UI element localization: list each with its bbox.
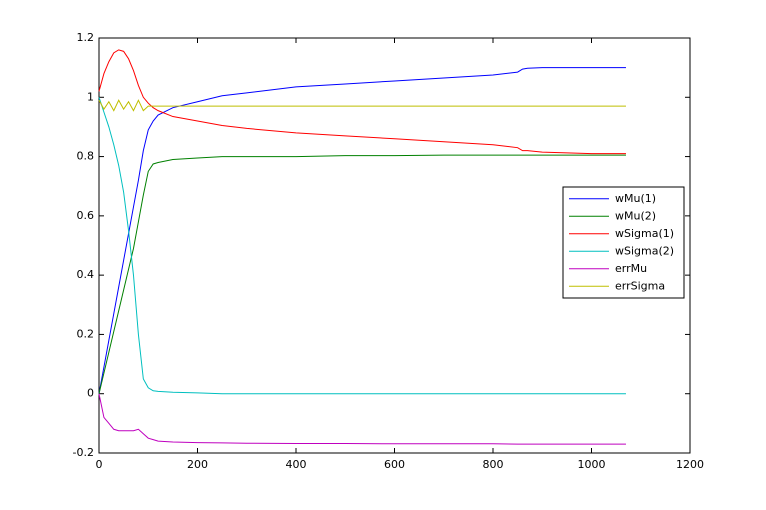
y-tick-label: 0.8 xyxy=(77,150,95,163)
y-tick-label: 0.6 xyxy=(77,209,95,222)
x-tick-label: 800 xyxy=(483,458,504,471)
x-tick-label: 0 xyxy=(96,458,103,471)
legend-label: wMu(2) xyxy=(615,209,656,222)
legend-box xyxy=(562,186,685,299)
legend-label: wMu(1) xyxy=(615,192,656,205)
x-tick-label: 400 xyxy=(286,458,307,471)
y-tick-label: -0.2 xyxy=(73,446,94,459)
x-tick-label: 1000 xyxy=(578,458,606,471)
x-tick-label: 600 xyxy=(384,458,405,471)
legend-label: errMu xyxy=(615,262,647,275)
series-line xyxy=(98,97,626,395)
y-tick-label: 0.4 xyxy=(77,268,95,281)
legend-label: wSigma(2) xyxy=(615,244,674,257)
series-line xyxy=(98,49,626,155)
y-tick-label: 1.2 xyxy=(77,31,95,44)
x-tick-label: 200 xyxy=(187,458,208,471)
legend-label: errSigma xyxy=(615,279,665,292)
series-line xyxy=(98,154,626,394)
x-tick-label: 1200 xyxy=(676,458,704,471)
legend-label: wSigma(1) xyxy=(615,227,674,240)
series-line xyxy=(98,99,626,112)
y-tick-label: 0.2 xyxy=(77,327,95,340)
series-line xyxy=(98,67,626,394)
y-tick-label: 1 xyxy=(87,90,94,103)
series-line xyxy=(98,393,626,445)
y-tick-label: 0 xyxy=(87,387,94,400)
